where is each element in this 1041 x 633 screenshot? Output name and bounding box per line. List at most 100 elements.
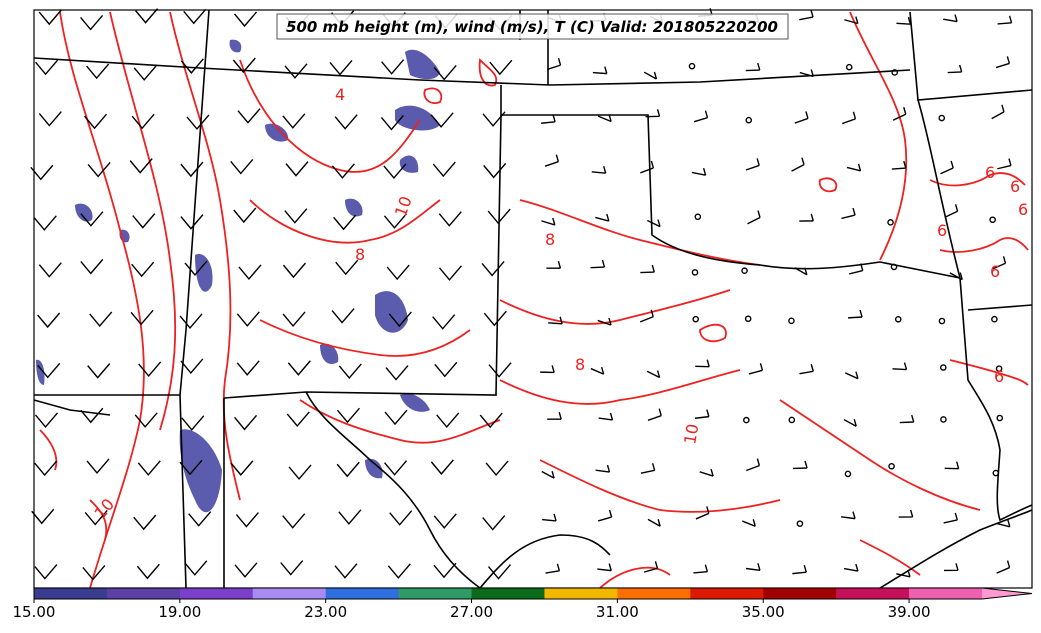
wind-barb	[647, 219, 661, 228]
wind-barb	[597, 509, 613, 522]
wind-barb	[846, 163, 862, 172]
calm-wind-marker	[938, 317, 946, 325]
calm-wind-marker	[992, 469, 1000, 477]
wind-barb	[799, 69, 814, 78]
contour-line	[478, 58, 498, 87]
wind-barb	[284, 63, 308, 79]
wind-barb	[745, 62, 761, 72]
colorbar-extend-arrow	[982, 588, 1032, 599]
wind-barb	[186, 114, 210, 131]
wind-barb	[544, 154, 560, 167]
wind-barb	[288, 464, 312, 481]
wind-barb	[333, 214, 357, 231]
wind-barb	[841, 511, 856, 520]
wind-barb	[482, 515, 506, 531]
wind-barb	[693, 564, 709, 574]
wind-barb	[282, 513, 306, 529]
wind-barb	[35, 59, 59, 76]
contour-label: 6	[937, 221, 947, 240]
wind-barb	[180, 58, 204, 74]
wind-barb	[383, 213, 407, 229]
wind-barb	[131, 261, 155, 278]
wind-barb	[482, 111, 506, 127]
colorbar-segment	[690, 588, 764, 599]
contour-label: 6	[994, 367, 1004, 386]
wind-barb	[694, 409, 710, 419]
calm-wind-marker	[991, 315, 998, 323]
colorbar-segment	[763, 588, 837, 599]
contour-line	[818, 177, 838, 193]
wind-barb	[896, 569, 911, 578]
wind-barb	[590, 259, 606, 269]
wind-barb	[334, 563, 358, 579]
wind-barb	[380, 114, 404, 131]
contour-label: 6	[985, 163, 995, 182]
wind-barb	[234, 562, 258, 578]
wind-barb	[541, 114, 556, 124]
title-box: 500 mb height (m), wind (m/s), T (C) Val…	[276, 13, 789, 40]
wind-barb	[336, 407, 360, 424]
wind-barb	[38, 111, 62, 127]
calm-wind-marker	[743, 416, 750, 424]
wind-barb	[385, 365, 409, 381]
wind-barb	[643, 71, 658, 80]
colorbar-segment	[179, 588, 254, 599]
contour-line	[519, 199, 761, 266]
wind-barb	[943, 512, 958, 524]
wind-barb	[87, 161, 111, 178]
contour-label: 6	[990, 262, 1000, 281]
contour-line	[539, 459, 781, 513]
contour-line	[299, 399, 501, 444]
calm-wind-marker	[688, 62, 696, 70]
border-line	[179, 394, 187, 589]
wind-barb	[595, 213, 610, 222]
wind-barb	[794, 111, 809, 124]
wind-barb	[742, 519, 756, 527]
wind-barb	[487, 564, 512, 580]
wind-barb	[547, 57, 562, 71]
wind-barb	[799, 364, 814, 375]
wind-barb	[280, 560, 304, 576]
wind-barb	[80, 15, 104, 31]
contour-line	[929, 172, 1026, 187]
contour-line	[39, 429, 58, 471]
wind-barb	[844, 16, 859, 25]
wind-barb	[389, 510, 413, 526]
wind-barb	[432, 314, 456, 330]
wind-barb	[746, 458, 761, 472]
wind-barb	[87, 363, 111, 379]
colorbar-segment	[325, 588, 400, 599]
contour-label: 10	[680, 422, 702, 445]
colorbar-segment	[909, 588, 983, 599]
wind-barb	[334, 114, 358, 130]
colorbar-segment	[106, 588, 181, 599]
wind-barb	[138, 361, 162, 378]
contour-line	[59, 11, 145, 589]
wind-barb	[793, 460, 808, 470]
wind-barb	[336, 461, 360, 478]
wind-barb	[38, 262, 62, 278]
wind-barb	[485, 460, 509, 477]
wind-barb	[430, 112, 454, 128]
wind-barb	[436, 412, 460, 429]
contour-line	[939, 237, 1029, 253]
calm-wind-marker	[741, 267, 748, 275]
colorbar-tick-label: 23.00	[304, 603, 347, 621]
contour-line	[423, 87, 443, 104]
wind-barb	[598, 412, 614, 421]
wind-barb	[848, 263, 864, 275]
contour-line	[249, 199, 441, 244]
wind-barb	[80, 407, 104, 424]
wind-barb	[991, 104, 1005, 120]
wind-barb	[645, 109, 661, 118]
wind-barb	[331, 163, 355, 179]
border-line	[33, 399, 111, 416]
colorbar-segment	[836, 588, 910, 599]
wind-barb	[136, 563, 160, 580]
wind-barb	[433, 562, 457, 579]
calm-wind-marker	[788, 317, 795, 325]
contour-label: 4	[335, 85, 345, 104]
wind-barb	[130, 309, 154, 326]
wind-barb	[590, 366, 605, 375]
colorbar-segment	[398, 588, 473, 599]
